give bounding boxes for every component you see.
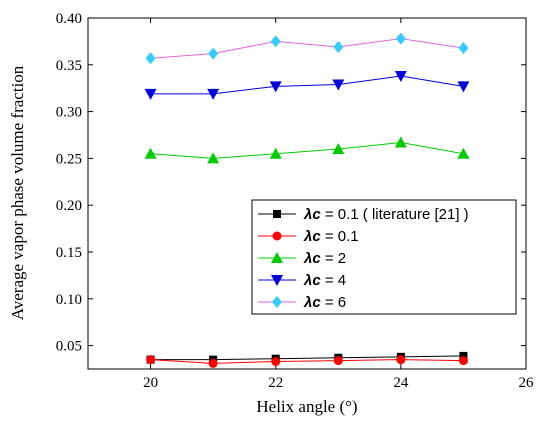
series-line (150, 38, 464, 59)
legend-symbol: λc (303, 272, 321, 289)
data-point (207, 88, 220, 100)
legend-rest: = 2 (321, 250, 346, 267)
series-line (150, 359, 464, 364)
data-point (207, 152, 220, 164)
series-3 (144, 71, 470, 100)
series-line (150, 75, 464, 95)
legend-box (251, 199, 517, 315)
data-point (333, 41, 344, 54)
data-point (146, 355, 156, 365)
legend-item: λc = 0.1 (258, 228, 359, 245)
series-layer (144, 32, 470, 368)
y-tick-label: 0.30 (56, 105, 82, 121)
data-point (208, 358, 218, 368)
series-line (150, 141, 464, 159)
y-tick-label: 0.40 (56, 11, 82, 27)
x-tick-label: 24 (393, 375, 409, 391)
data-point (145, 52, 156, 65)
legend-item: λc = 0.1 ( literature [21] ) (258, 206, 469, 223)
y-tick-label: 0.35 (56, 58, 82, 74)
data-point (144, 88, 157, 100)
legend-marker (271, 275, 283, 286)
x-tick-label: 26 (519, 375, 535, 391)
series-line (150, 355, 464, 361)
data-point (394, 71, 407, 83)
data-point (457, 81, 470, 93)
y-tick-label: 0.10 (56, 292, 82, 308)
legend-label: λc = 0.1 ( literature [21] ) (303, 206, 469, 223)
legend-label: λc = 6 (303, 294, 346, 311)
legend-symbol: λc (303, 228, 321, 245)
series-4 (145, 32, 469, 65)
data-point (269, 81, 282, 93)
plot-frame (87, 17, 527, 370)
y-tick-label: 0.25 (56, 151, 82, 167)
legend-rest: = 4 (321, 272, 346, 289)
data-point (144, 147, 157, 159)
legend-rest: = 6 (321, 294, 346, 311)
series-2 (144, 136, 470, 164)
legend: λc = 0.1 ( literature [21] )λc = 0.1λc =… (251, 199, 517, 315)
legend-symbol: λc (303, 250, 321, 267)
x-axis-title: Helix angle (°) (256, 397, 357, 416)
series-1 (146, 355, 468, 368)
data-point (459, 351, 468, 360)
legend-marker (271, 252, 283, 263)
data-point (333, 356, 343, 366)
data-point (332, 79, 345, 91)
legend-marker (272, 231, 282, 241)
legend-rest: = 0.1 (321, 228, 359, 245)
legend-label: λc = 2 (303, 250, 346, 267)
data-point (332, 143, 345, 155)
x-tick-label: 22 (268, 375, 283, 391)
legend-item: λc = 6 (258, 294, 346, 311)
legend-item: λc = 2 (258, 250, 346, 267)
data-point (270, 35, 281, 48)
data-point (396, 355, 406, 365)
legend-label: λc = 0.1 (303, 228, 359, 245)
legend-label: λc = 4 (303, 272, 346, 289)
data-point (395, 32, 406, 45)
legend-marker (272, 296, 282, 308)
y-tick-label: 0.20 (56, 198, 82, 214)
legend-symbol: λc (303, 206, 321, 223)
y-tick-label: 0.15 (56, 245, 82, 261)
legend-item: λc = 4 (258, 272, 346, 289)
x-tick-label: 20 (143, 375, 158, 391)
data-point (208, 47, 219, 60)
x-axis: 20 22 24 26 (143, 18, 534, 391)
y-axis-title: Average vapor phase volume fraction (8, 65, 27, 320)
data-point (271, 357, 281, 367)
data-point (458, 356, 468, 366)
legend-marker (273, 210, 281, 218)
data-point (457, 147, 470, 159)
data-point (394, 136, 407, 148)
legend-rest: = 0.1 ( literature [21] ) (321, 206, 469, 223)
y-axis: 0.05 0.10 0.15 0.20 0.25 0.30 0.35 0.40 (56, 11, 526, 355)
legend-symbol: λc (303, 294, 321, 311)
y-tick-label: 0.05 (56, 339, 82, 355)
data-point (458, 41, 469, 54)
data-point (269, 147, 282, 159)
